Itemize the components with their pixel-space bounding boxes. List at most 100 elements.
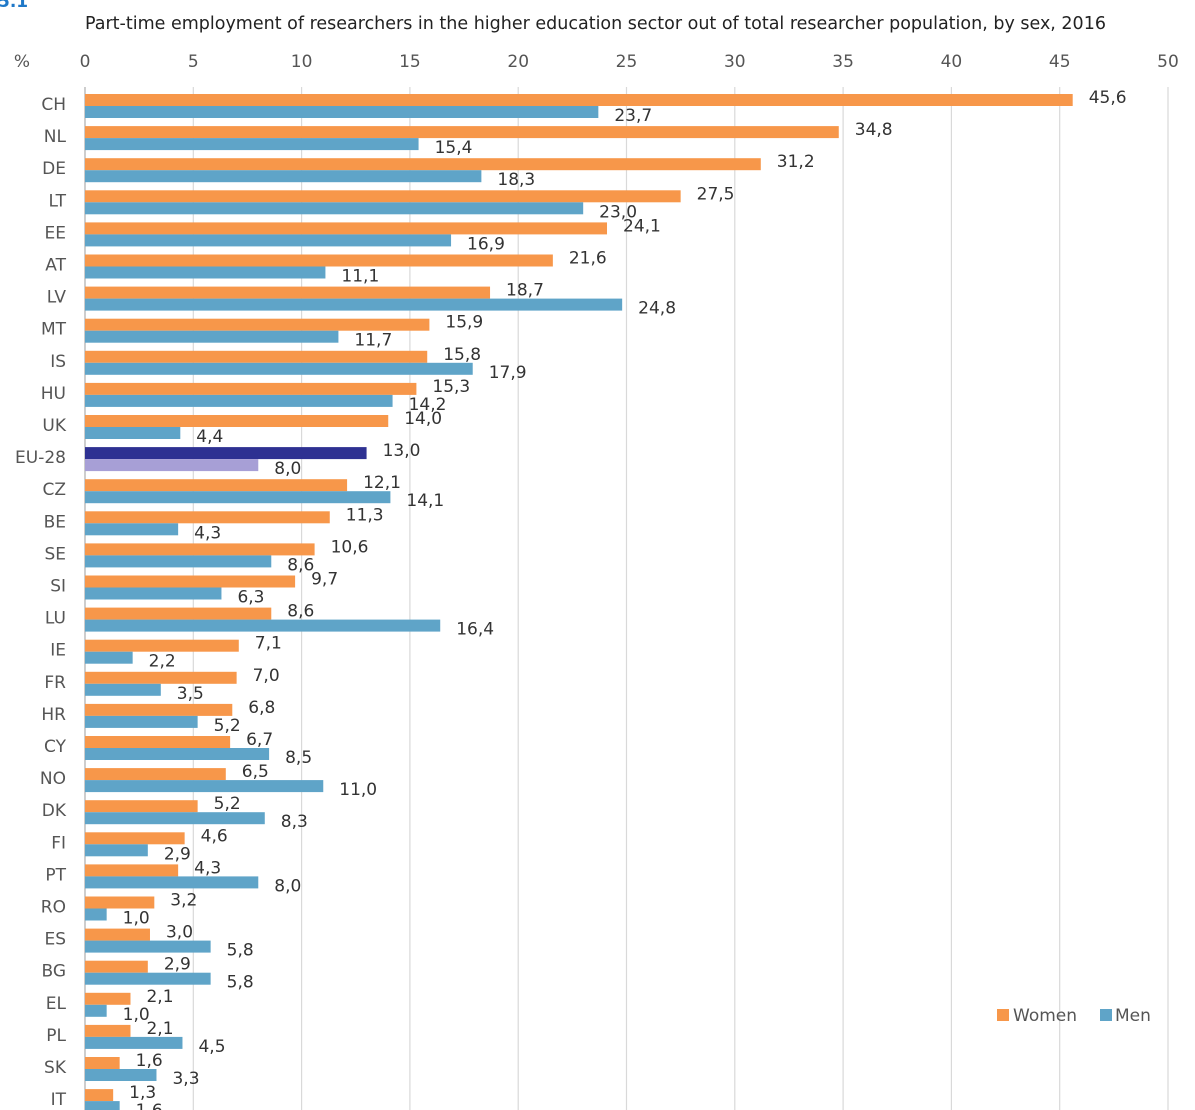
data-label-women: 1,3 [129,1083,156,1103]
bar-women [85,1057,120,1069]
category-label: AT [45,256,66,276]
data-label-men: 23,0 [599,202,637,222]
x-tick-label: 15 [399,52,421,72]
category-label: SI [50,577,66,597]
bar-women [85,1089,114,1102]
data-label-women: 21,6 [569,249,607,269]
category-label: SK [44,1058,67,1078]
x-tick-label: 10 [291,52,313,72]
category-label: HU [41,384,66,404]
data-label-women: 45,6 [1089,88,1127,108]
data-label-women: 31,2 [777,152,815,172]
data-labels: 45,6 23,7 34,8 15,4 31,2 18,3 27,5 23,024,1 16,9… [123,88,1127,1110]
bar-women [85,479,348,492]
data-label-men: 1,6 [136,1101,163,1110]
bar-men [85,394,393,407]
data-label-men: 16,4 [456,620,494,640]
data-label-women: 5,2 [214,794,241,814]
bar-women [85,575,296,588]
data-label-women: 27,5 [697,184,735,204]
data-label-men: 4,5 [198,1037,225,1057]
bar-women [85,832,185,845]
x-tick-label: 45 [1049,52,1071,72]
category-label: FI [51,833,66,853]
data-label-men: 5,8 [227,973,254,993]
x-tick-label: 35 [832,52,854,72]
bar-women [85,800,198,813]
data-label-men: 4,3 [194,523,221,543]
bar-men [85,587,222,600]
data-label-women: 14,0 [404,409,442,429]
data-label-women: 11,3 [346,505,384,525]
data-label-women: 6,7 [246,730,273,750]
data-label-women: 9,7 [311,570,338,590]
category-label: NO [40,769,66,789]
chart-title: Part-time employment of researchers in t… [85,14,1106,34]
category-label: LU [45,609,66,629]
data-label-women: 3,2 [170,891,197,911]
category-label: BG [41,962,66,982]
data-label-men: 1,0 [123,1005,150,1025]
data-label-women: 34,8 [855,120,893,140]
data-label-men: 18,3 [497,170,535,190]
x-axis: % 0 5 10 15 20 25 30 35 40 45 50 [14,52,1179,72]
bar-women [85,254,553,267]
data-label-men: 14,1 [406,491,444,511]
bar-men [85,555,272,568]
category-label: IT [51,1090,67,1110]
category-label: CY [44,737,67,757]
data-label-men: 24,8 [638,299,676,319]
bar-women [85,286,491,299]
data-label-men: 15,4 [435,138,473,158]
category-label: DK [42,801,67,821]
bar-men [85,715,198,728]
data-label-women: 15,9 [445,313,483,333]
category-label: UK [42,416,66,436]
category-label: EE [45,223,66,243]
x-tick-label: 0 [80,52,91,72]
bar-women [85,639,239,652]
data-label-women: 15,3 [432,377,470,397]
bar-men [85,1036,183,1049]
data-label-men: 6,3 [237,588,264,608]
bar-men [85,266,326,279]
data-label-men: 2,9 [164,844,191,864]
bar-men [85,234,452,247]
bar-men [85,780,324,793]
data-label-men: 8,3 [281,812,308,832]
legend-label-men: Men [1115,1006,1151,1026]
category-label: IE [50,641,66,661]
x-tick-label: 25 [616,52,638,72]
figure-number: 5.1 [0,0,29,12]
data-label-women: 8,6 [287,602,314,622]
data-label-women: 13,0 [383,441,421,461]
category-label: HR [41,705,66,725]
x-tick-label: 5 [188,52,199,72]
bar-women [85,543,315,556]
bar-women [85,158,761,171]
x-tick-label: 40 [941,52,963,72]
bar-men [85,1101,120,1110]
legend-swatch-men [1100,1009,1112,1021]
bar-men [85,876,259,889]
category-label: PT [45,865,66,885]
data-label-men: 16,9 [467,234,505,254]
data-label-men: 11,7 [354,331,392,351]
data-label-women: 7,1 [255,634,282,654]
data-label-women: 3,0 [166,923,193,943]
category-label: NL [44,127,67,147]
bar-women [85,318,430,331]
category-labels: CH NL DE LT EE AT LV MT IS HU UK EU-28 CZ BE SE SI LU IE F… [15,95,67,1110]
category-label: FR [44,673,66,693]
bar-women [85,736,231,748]
bar-men [85,427,181,439]
category-label: RO [41,898,66,918]
bar-women [85,992,131,1005]
bar-men [85,330,339,343]
category-label: LV [47,288,67,308]
bars [85,94,1073,1110]
bar-women [85,382,417,395]
bar-men [85,491,391,504]
bar-women [85,350,428,363]
bar-men [85,298,623,311]
